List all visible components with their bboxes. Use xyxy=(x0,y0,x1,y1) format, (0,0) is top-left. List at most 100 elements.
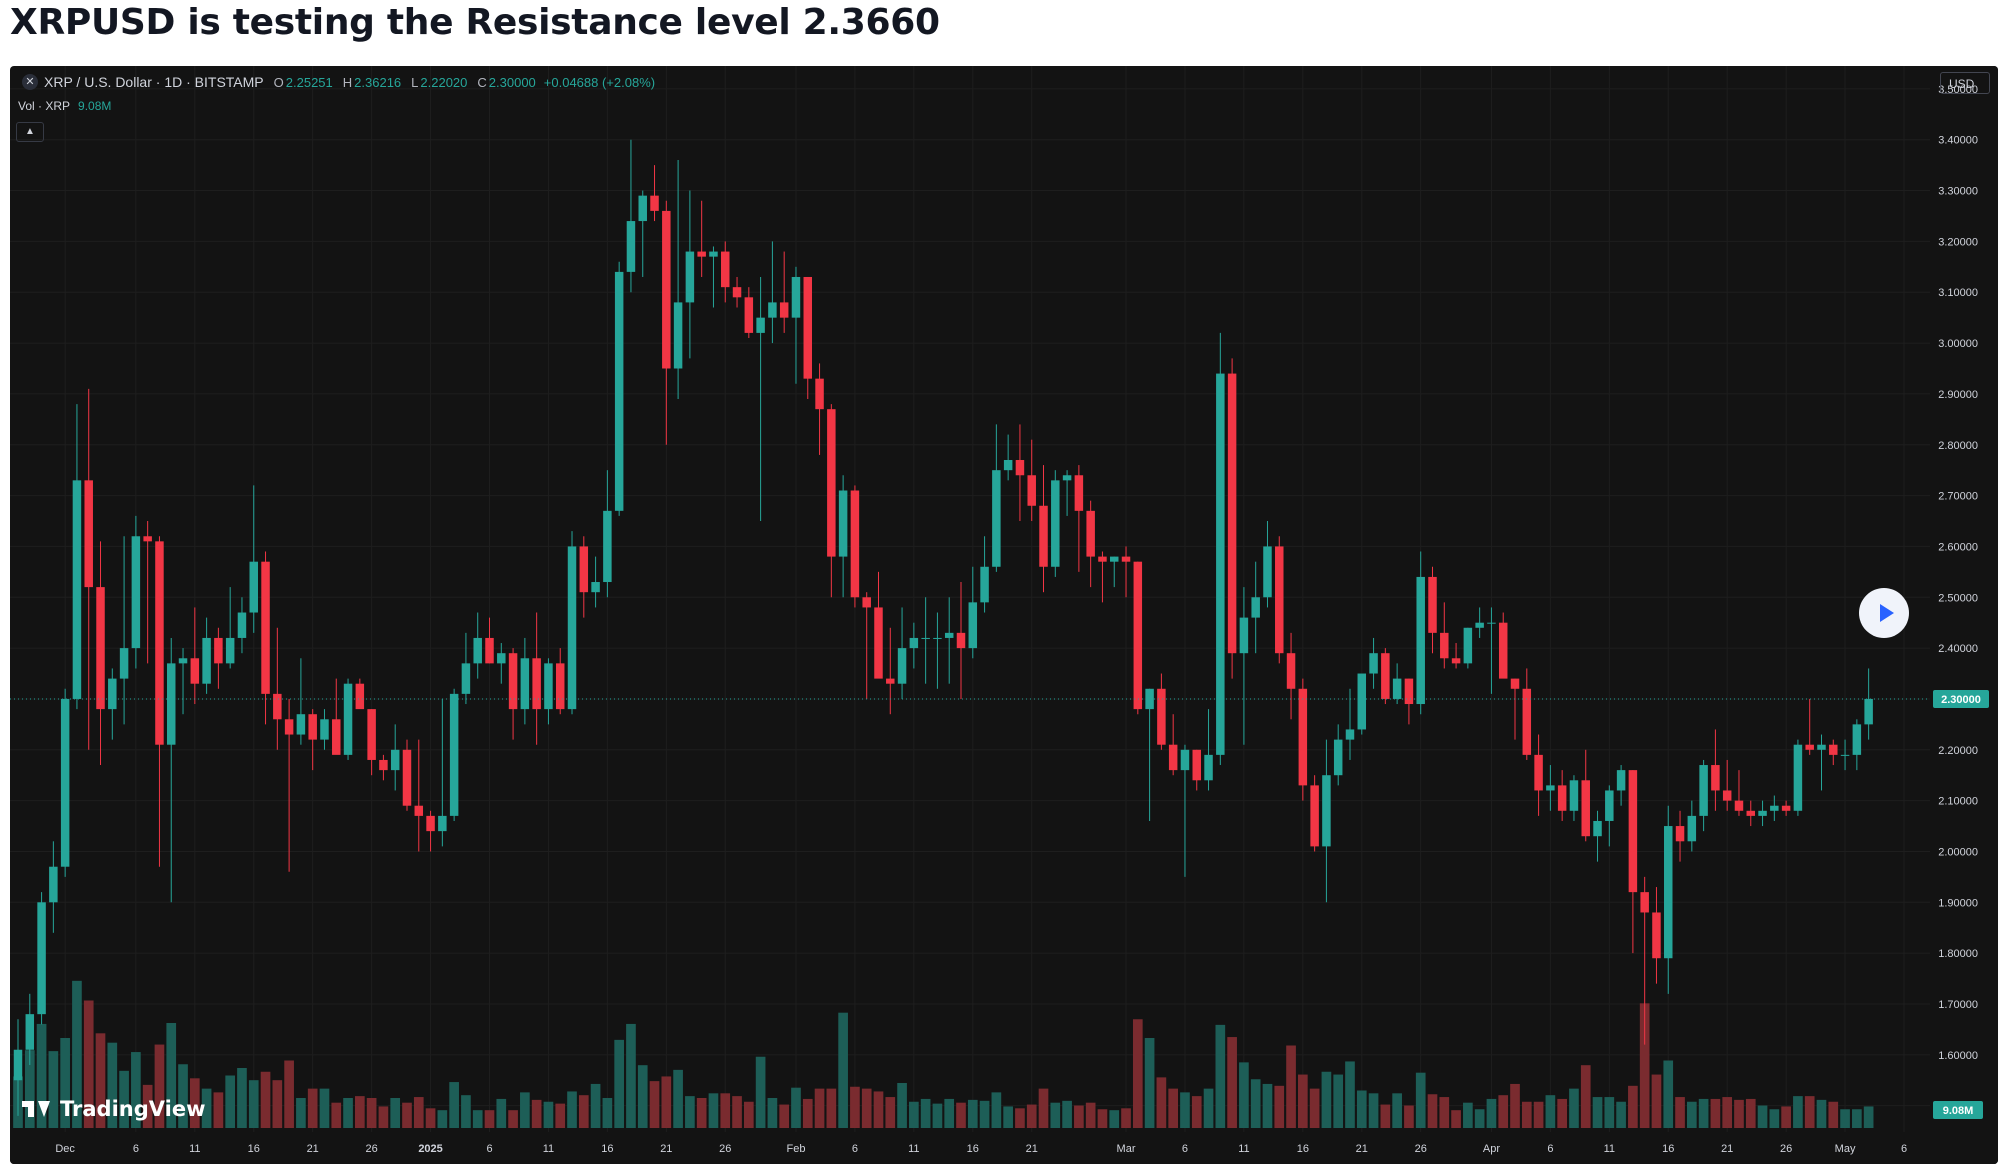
volume-bar xyxy=(24,1050,35,1128)
candle-body xyxy=(1805,744,1814,750)
volume-label[interactable]: Vol · XRP xyxy=(18,99,71,113)
volume-bar xyxy=(696,1098,707,1128)
volume-bar xyxy=(861,1088,872,1128)
candle-body xyxy=(1487,622,1496,624)
volume-bar xyxy=(1026,1104,1037,1128)
volume-bar xyxy=(826,1088,837,1128)
candle-body xyxy=(1216,373,1225,755)
candle-body xyxy=(84,480,93,588)
candle-body xyxy=(1829,744,1838,755)
price-axis[interactable]: 1.300001.400001.500001.600001.700001.800… xyxy=(1930,66,1998,1164)
volume-bar xyxy=(1498,1095,1509,1128)
time-tick-label: May xyxy=(1835,1143,1856,1155)
volume-bar xyxy=(920,1098,931,1128)
candle-body xyxy=(956,632,966,649)
volume-bar xyxy=(1592,1097,1603,1128)
open-label: O xyxy=(273,74,284,90)
volume-bar xyxy=(166,1023,177,1128)
volume-bars xyxy=(13,980,1874,1128)
time-tick-label: Feb xyxy=(786,1143,805,1155)
price-tick-label: 1.90000 xyxy=(1938,897,1978,909)
candle-body xyxy=(1275,546,1284,654)
price-tick-label: 2.80000 xyxy=(1938,440,1978,452)
tradingview-logo-text: TradingView xyxy=(60,1097,206,1121)
volume-bar xyxy=(1121,1108,1131,1128)
volume-bar xyxy=(496,1098,507,1128)
candle-body xyxy=(1605,790,1614,821)
volume-legend: Vol · XRP 9.08M xyxy=(18,99,111,113)
candle-body xyxy=(1098,556,1107,562)
candle-body xyxy=(815,378,824,410)
volume-bar xyxy=(967,1099,978,1128)
volume-bar xyxy=(1628,1085,1638,1128)
volume-bar xyxy=(991,1092,1002,1128)
volume-bar xyxy=(402,1102,412,1128)
volume-bar xyxy=(1604,1097,1615,1128)
volume-bar xyxy=(1545,1095,1556,1128)
volume-bar xyxy=(567,1091,577,1128)
volume-bar xyxy=(260,1071,271,1128)
volume-bar xyxy=(1427,1094,1438,1128)
volume-bar xyxy=(390,1098,401,1128)
tradingview-logo-icon xyxy=(22,1099,52,1119)
volume-bar xyxy=(1769,1109,1780,1128)
volume-bar xyxy=(979,1100,990,1128)
volume-bar xyxy=(932,1103,943,1128)
time-axis[interactable]: Dec 6 11 16 21 26 2025 6 11 16 21 26 Feb 6 11 16 21 Mar 6 1… xyxy=(10,1132,1998,1164)
candle-body xyxy=(119,648,129,679)
candle-body xyxy=(1109,556,1119,562)
volume-bar xyxy=(1404,1105,1414,1128)
candle-body xyxy=(1192,749,1201,781)
close-icon[interactable]: ✕ xyxy=(22,74,38,90)
volume-bar xyxy=(508,1110,518,1128)
candle-body xyxy=(178,658,188,664)
candle-body xyxy=(13,1049,23,1081)
volume-bar xyxy=(685,1096,695,1128)
volume-bar xyxy=(107,1042,118,1128)
candle-body xyxy=(1546,785,1555,791)
candle-body xyxy=(626,221,636,272)
chart-panel[interactable]: 1.300001.400001.500001.600001.700001.800… xyxy=(10,66,1998,1164)
candle-body xyxy=(1345,729,1355,740)
volume-bar xyxy=(1757,1105,1768,1128)
volume-bar xyxy=(237,1068,247,1128)
volume-bar xyxy=(1062,1100,1072,1128)
volume-bar xyxy=(1852,1109,1862,1128)
volume-bar xyxy=(48,1051,59,1128)
candle-body xyxy=(60,698,70,867)
candle-body xyxy=(555,663,565,710)
candle-body xyxy=(284,719,294,735)
candle-body xyxy=(591,582,600,593)
candle-body xyxy=(1227,373,1237,654)
candle-body xyxy=(1864,698,1873,725)
volume-bar xyxy=(661,1076,672,1128)
time-tick-label: 21 xyxy=(1026,1143,1038,1155)
collapse-legend-button[interactable]: ▲ xyxy=(16,122,44,142)
volume-bar xyxy=(1250,1079,1261,1128)
candle-body xyxy=(768,302,777,318)
close-label: C xyxy=(477,74,487,90)
price-tick-label: 1.70000 xyxy=(1938,999,1978,1011)
time-tick-label: 11 xyxy=(908,1143,919,1155)
volume-bar xyxy=(154,1044,165,1128)
play-icon[interactable] xyxy=(1859,588,1909,638)
close-value: 2.30000 xyxy=(488,74,536,90)
candle-body xyxy=(1451,658,1461,664)
price-tick-label: 3.20000 xyxy=(1938,236,1978,248)
candle-body xyxy=(1015,460,1025,476)
volume-bar xyxy=(1533,1101,1544,1128)
symbol-name[interactable]: XRP / U.S. Dollar · 1D · BITSTAMP xyxy=(44,74,264,90)
volume-bar xyxy=(1168,1088,1179,1128)
volume-bar xyxy=(1639,1003,1650,1128)
candle-body xyxy=(1687,815,1697,842)
candle-body xyxy=(1463,627,1473,664)
currency-selector[interactable]: USD xyxy=(1940,72,1990,94)
volume-bar xyxy=(225,1075,236,1128)
tradingview-logo: TradingView xyxy=(22,1097,205,1121)
volume-bar xyxy=(1215,1024,1226,1128)
candlestick-chart[interactable]: 1.300001.400001.500001.600001.700001.800… xyxy=(10,66,1998,1164)
price-axis-bg xyxy=(1930,66,1998,1164)
volume-bar xyxy=(1298,1074,1308,1128)
volume-bar xyxy=(1309,1088,1320,1128)
time-tick-label: 2025 xyxy=(418,1143,442,1155)
